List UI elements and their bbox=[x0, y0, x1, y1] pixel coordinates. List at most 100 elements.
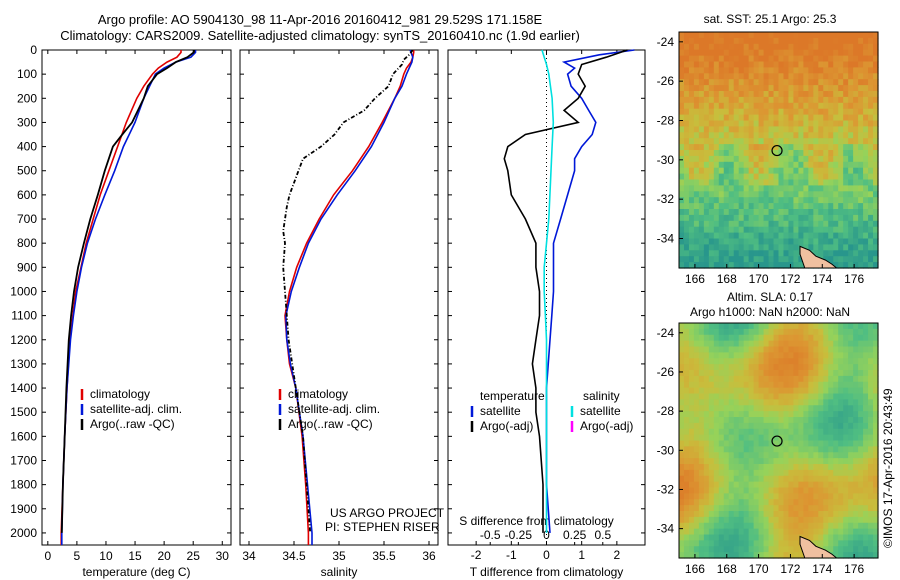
sst-map-cell bbox=[733, 102, 740, 110]
sst-map-cell bbox=[713, 85, 720, 92]
sst-map-cell bbox=[828, 191, 834, 198]
sla-map-cell bbox=[803, 499, 809, 506]
sst-map-cell bbox=[743, 262, 750, 269]
sst-map-cell bbox=[748, 238, 755, 245]
salinity-panel-legend-label: satellite-adj. clim. bbox=[288, 402, 380, 416]
sla-map-cell bbox=[733, 452, 740, 459]
sst-map-cell bbox=[718, 244, 725, 251]
salinity-panel-frame bbox=[239, 49, 439, 546]
sla-map-cell bbox=[853, 546, 859, 553]
sla-map-cell bbox=[723, 446, 730, 453]
sla-map-cell bbox=[783, 552, 790, 559]
sst-map-cell bbox=[723, 85, 730, 92]
sst-map-cell bbox=[683, 37, 690, 45]
sst-map-cell bbox=[743, 214, 750, 222]
sst-map-cell bbox=[748, 256, 755, 263]
temperature-panel-xtick-label: 15 bbox=[128, 549, 142, 563]
sla-map-cell bbox=[818, 346, 824, 353]
sst-map-cell bbox=[698, 91, 705, 98]
sst-map-cell bbox=[778, 173, 785, 181]
sst-map-cell bbox=[838, 155, 844, 163]
sla-map-cell bbox=[838, 464, 844, 471]
sla-map-cell bbox=[858, 464, 864, 471]
sla-map-cell bbox=[679, 534, 685, 541]
sst-map-cell bbox=[748, 108, 755, 116]
sla-map-cell bbox=[679, 328, 685, 336]
sst-map-cell bbox=[868, 67, 874, 74]
sst-map-cell bbox=[718, 161, 725, 169]
sst-map-cell bbox=[758, 114, 765, 122]
sst-map-cell bbox=[868, 262, 874, 269]
sst-map-cell bbox=[868, 108, 874, 116]
sst-map-cell bbox=[708, 203, 715, 210]
sla-map-cell bbox=[693, 346, 700, 353]
sla-map-cell bbox=[813, 417, 819, 424]
sst-map-cell bbox=[693, 96, 700, 104]
sst-map-cell bbox=[753, 67, 760, 74]
sst-map-cell bbox=[823, 203, 829, 210]
sla-map-cell bbox=[853, 452, 859, 459]
sst-map-cell bbox=[783, 73, 790, 80]
sst-map-cell bbox=[693, 132, 700, 139]
sst-map-cell bbox=[858, 67, 864, 74]
sst-map-cell bbox=[838, 173, 844, 181]
sst-map-cell bbox=[738, 79, 745, 86]
sst-map-cell bbox=[843, 220, 849, 228]
sla-map-cell bbox=[868, 422, 874, 430]
sla-map-cell bbox=[708, 411, 715, 418]
sst-map-cell bbox=[743, 185, 750, 192]
sla-map-cell bbox=[788, 399, 795, 406]
sla-map-cell bbox=[679, 493, 685, 500]
sst-map-cell bbox=[688, 185, 695, 192]
sla-map-cell bbox=[843, 546, 849, 553]
sst-map-xtick-label: 172 bbox=[780, 272, 800, 286]
sst-map-cell bbox=[848, 73, 854, 80]
sla-map-cell bbox=[868, 511, 874, 518]
sla-map-cell bbox=[873, 375, 879, 383]
sla-map-cell bbox=[873, 552, 879, 559]
sla-map-cell bbox=[778, 340, 785, 348]
sst-map-cell bbox=[679, 244, 685, 251]
sla-map-ytick-label: -24 bbox=[657, 326, 675, 340]
sst-map-cell bbox=[813, 214, 819, 222]
sla-map-cell bbox=[743, 534, 750, 541]
sla-map-cell bbox=[768, 422, 775, 430]
sst-map-cell bbox=[778, 226, 785, 234]
sla-map-cell bbox=[738, 440, 745, 447]
sla-map-cell bbox=[773, 422, 780, 430]
sst-map-cell bbox=[679, 167, 685, 175]
sst-map-cell bbox=[798, 238, 804, 245]
sla-map-cell bbox=[713, 487, 720, 494]
sst-map-cell bbox=[788, 262, 795, 269]
sst-map-cell bbox=[763, 32, 770, 39]
sla-map-cell bbox=[863, 422, 869, 430]
sla-map-cell bbox=[683, 434, 690, 442]
sst-map-cell bbox=[773, 96, 780, 104]
sla-map-cell bbox=[693, 487, 700, 494]
sst-map-cell bbox=[683, 49, 690, 57]
sla-map-cell bbox=[808, 464, 814, 471]
sla-map-cell bbox=[679, 528, 685, 536]
sla-map-cell bbox=[773, 452, 780, 459]
sla-map-cell bbox=[753, 370, 760, 377]
sla-map-cell bbox=[853, 469, 859, 477]
sst-map-cell bbox=[783, 161, 790, 169]
sla-map-cell bbox=[768, 552, 775, 559]
sst-map-cell bbox=[853, 155, 859, 163]
sst-map-cell bbox=[788, 226, 795, 234]
sla-map-cell bbox=[698, 440, 705, 447]
sst-map-cell bbox=[833, 61, 839, 68]
sla-map-cell bbox=[873, 475, 879, 483]
sst-map-cell bbox=[728, 67, 735, 74]
sla-map-cell bbox=[798, 411, 804, 418]
sla-map-cell bbox=[848, 528, 854, 536]
sla-map-cell bbox=[853, 534, 859, 541]
sla-map-cell bbox=[853, 540, 859, 547]
sst-map-cell bbox=[703, 108, 710, 116]
sst-map-cell bbox=[753, 150, 760, 157]
sla-map-cell bbox=[768, 375, 775, 383]
sla-map-cell bbox=[693, 522, 700, 530]
depth-tick-label: 1600 bbox=[10, 429, 37, 443]
sst-map-cell bbox=[763, 114, 770, 122]
sla-map-cell bbox=[708, 323, 715, 330]
